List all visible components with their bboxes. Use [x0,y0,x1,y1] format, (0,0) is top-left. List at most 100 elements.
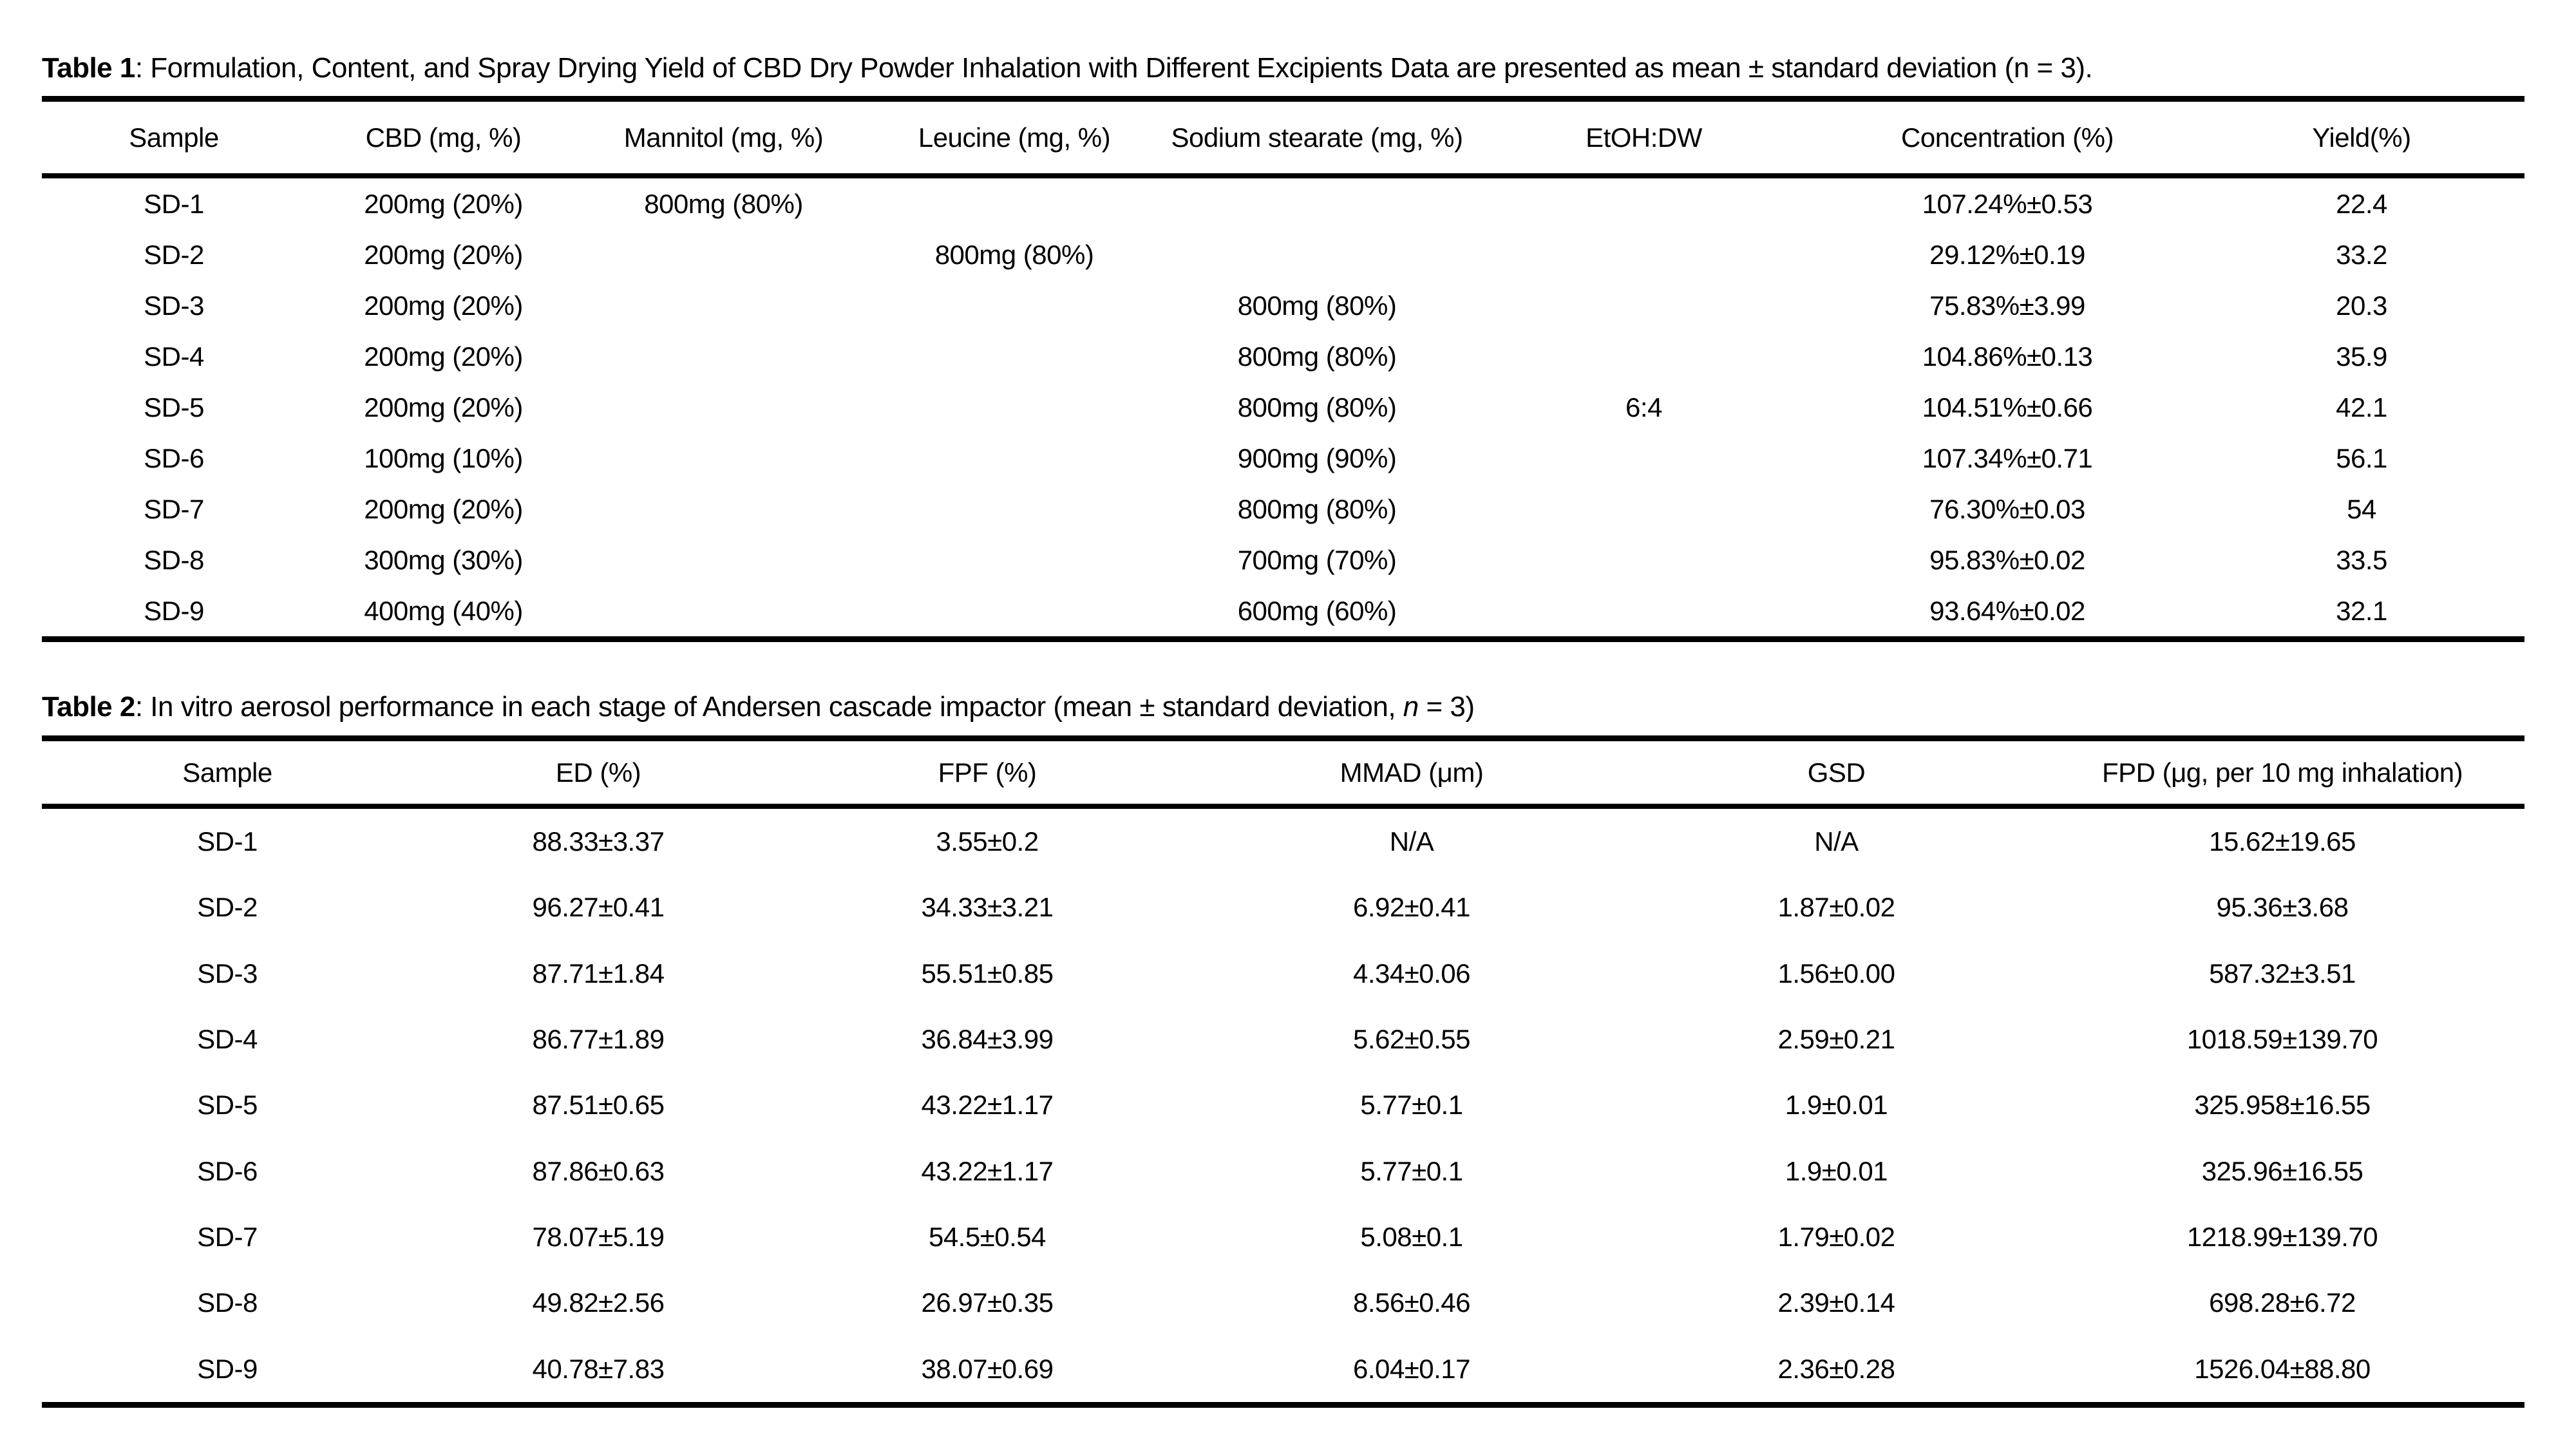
table-cell: 800mg (80%) [644,188,803,219]
table-cell: 54.5±0.54 [928,1221,1046,1252]
table-cell: 87.51±0.65 [532,1090,665,1121]
table-cell [581,484,866,535]
table-cell: 800mg (80%) [1237,341,1397,372]
table-cell [1472,535,1816,585]
table-cell: 78.07±5.19 [532,1221,665,1252]
table-cell: SD-7 [197,1221,258,1252]
table2-caption-n: n [1403,691,1419,723]
table-cell [866,585,1162,636]
table-cell: 2.36±0.28 [1777,1353,1895,1384]
table-cell: 15.62±19.65 [2209,826,2356,857]
table-cell: SD-2 [144,239,204,270]
table-cell: 54 [2347,493,2376,524]
table1-col-sample: Sample [129,122,219,153]
table-cell: 22.4 [2336,188,2387,219]
table1-caption-text: : Formulation, Content, and Spray Drying… [135,52,2093,84]
table-cell: 587.32±3.51 [2209,958,2356,989]
table-cell: 1.9±0.01 [1785,1155,1888,1186]
table-cell: 2.39±0.14 [1777,1287,1895,1318]
table-cell: 104.51%±0.66 [1922,392,2093,422]
table-cell: 800mg (80%) [1237,290,1397,321]
table2-caption-text: : In vitro aerosol performance in each s… [135,691,1403,723]
table-cell: 1.9±0.01 [1785,1090,1888,1121]
table-cell: 2.59±0.21 [1777,1024,1895,1055]
table-cell: 40.78±7.83 [532,1353,665,1384]
table-cell: 33.5 [2336,544,2387,575]
table2-col-fpd: FPD (μg, per 10 mg inhalation) [2101,757,2463,788]
table-cell [1472,484,1816,535]
table-cell: 6.04±0.17 [1352,1353,1471,1384]
table1-col-mannitol: Mannitol (mg, %) [623,122,824,153]
table-cell [1472,433,1816,484]
table-cell: 6:4 [1625,392,1662,422]
table2-col-ed: ED (%) [555,757,641,788]
table2-col-fpf: FPF (%) [938,757,1037,788]
table-cell: 700mg (70%) [1237,544,1397,575]
table-cell: 86.77±1.89 [532,1024,665,1055]
table-cell: 5.77±0.1 [1360,1090,1463,1121]
table-cell: 1.79±0.02 [1777,1221,1895,1252]
table-cell: SD-1 [197,826,258,857]
table1-caption-label: Table 1 [42,52,135,84]
table-cell: 104.86%±0.13 [1922,341,2093,372]
table-cell: 42.1 [2336,392,2387,422]
table-cell: 38.07±0.69 [921,1353,1054,1384]
table-cell: SD-6 [197,1155,258,1186]
table-cell: 43.22±1.17 [921,1090,1054,1121]
table-cell: SD-3 [197,958,258,989]
table-cell: 200mg (20%) [364,239,523,270]
table-cell: SD-4 [197,1024,258,1055]
table-cell: 1.56±0.00 [1777,958,1895,989]
table-cell: 1.87±0.02 [1777,892,1895,923]
table1-caption: Table 1: Formulation, Content, and Spray… [42,50,2524,86]
table1-col-etoh-dw: EtOH:DW [1586,122,1702,153]
table-cell: 56.1 [2336,442,2387,473]
table2-caption: Table 2: In vitro aerosol performance in… [42,689,2524,725]
table-cell: 900mg (90%) [1237,442,1397,473]
table-cell: 200mg (20%) [364,493,523,524]
table-cell [1162,229,1472,280]
table-cell: SD-7 [144,493,204,524]
table-cell: 43.22±1.17 [921,1155,1054,1186]
table-cell: 800mg (80%) [1237,392,1397,422]
table-cell: 4.34±0.06 [1352,958,1471,989]
table-cell: SD-9 [144,595,204,626]
table-cell [866,178,1162,229]
table-cell [866,484,1162,535]
table2-col-sample: Sample [182,757,272,788]
table-cell [581,229,866,280]
table-cell: 93.64%±0.02 [1929,595,2085,626]
table-cell [866,382,1162,433]
table-cell: 200mg (20%) [364,392,523,422]
table-cell [866,535,1162,585]
table-cell: 107.24%±0.53 [1922,188,2093,219]
table-cell: SD-8 [144,544,204,575]
table1-col-yield: Yield(%) [2312,122,2411,153]
table-cell [866,331,1162,382]
table-cell: 34.33±3.21 [921,892,1054,923]
table1-col-sodium-stearate: Sodium stearate (mg, %) [1171,122,1463,153]
table2-caption-suffix: = 3) [1418,691,1475,723]
table-cell: 5.77±0.1 [1360,1155,1463,1186]
table-cell: 95.36±3.68 [2216,892,2349,923]
table-cell: SD-2 [197,892,258,923]
table-cell: SD-4 [144,341,204,372]
table-cell [581,280,866,331]
table-cell: 200mg (20%) [364,290,523,321]
table-cell: 26.97±0.35 [921,1287,1054,1318]
table-cell [1162,178,1472,229]
table-cell: 5.08±0.1 [1360,1221,1463,1252]
table-cell: 96.27±0.41 [532,892,665,923]
table-cell: 1526.04±88.80 [2194,1353,2371,1384]
table-cell: SD-8 [197,1287,258,1318]
table-cell: 600mg (60%) [1237,595,1397,626]
table-cell: SD-5 [197,1090,258,1121]
table-cell: SD-3 [144,290,204,321]
table-cell: 8.56±0.46 [1352,1287,1471,1318]
table-cell: 800mg (80%) [934,239,1094,270]
table-cell: 325.958±16.55 [2194,1090,2371,1121]
table-cell: N/A [1814,826,1859,857]
table-cell: 36.84±3.99 [921,1024,1054,1055]
table-cell: 76.30%±0.03 [1929,493,2085,524]
table-cell: 800mg (80%) [1237,493,1397,524]
